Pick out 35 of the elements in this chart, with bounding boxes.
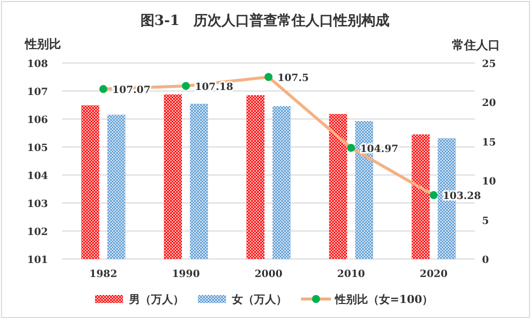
y-axis-title: 性别比 [24, 37, 61, 51]
y2-tick-label: 25 [482, 59, 496, 70]
bar [190, 104, 208, 259]
y2-tick-label: 10 [482, 176, 496, 188]
chart-title: 图3-1 历次人口普查常住人口性别构成 [140, 12, 390, 29]
y2-tick-label: 5 [482, 216, 489, 227]
data-label: 107.18 [194, 82, 234, 93]
x-tick-label: 2020 [420, 269, 448, 280]
data-label: 107.5 [278, 73, 309, 84]
legend-label: 性别比（女=100） [334, 293, 434, 306]
y-tick-label: 104 [27, 171, 48, 182]
x-tick-label: 1982 [89, 269, 118, 280]
x-tick-label: 2010 [337, 269, 366, 280]
y2-tick-label: 20 [482, 98, 496, 110]
legend-label: 男（万人） [128, 293, 184, 306]
bar [164, 94, 182, 259]
y-tick-label: 102 [27, 227, 48, 238]
y2-axis-title: 常住人口 [452, 38, 500, 52]
y-tick-label: 108 [27, 59, 48, 70]
y-tick-label: 105 [27, 143, 48, 154]
y-tick-label: 101 [27, 255, 48, 266]
y2-tick-label: 0 [482, 255, 489, 266]
bar [329, 114, 348, 259]
y-tick-label: 107 [27, 87, 48, 98]
bar [246, 95, 264, 259]
legend-label: 女（万人） [231, 293, 287, 306]
bar [81, 105, 100, 259]
x-tick-label: 2000 [254, 269, 282, 280]
y2-tick-label: 15 [482, 137, 496, 148]
y-tick-label: 106 [27, 115, 48, 126]
bar [412, 134, 430, 259]
bar [272, 106, 290, 259]
y-tick-label: 103 [27, 199, 48, 210]
bar [107, 114, 126, 259]
x-tick-label: 1990 [172, 269, 200, 280]
